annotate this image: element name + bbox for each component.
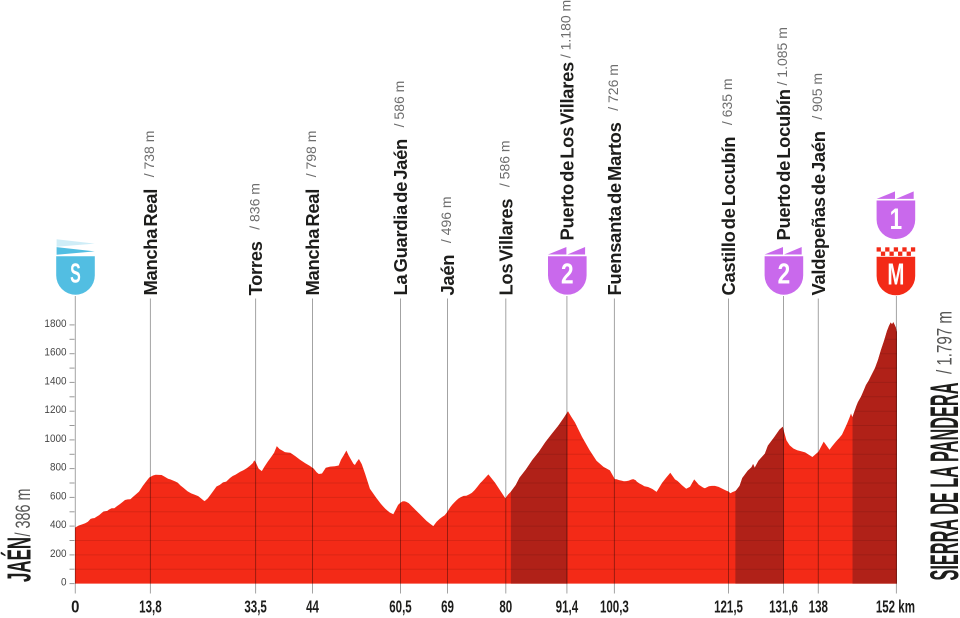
svg-text:Castillo de Locubín / 635 m: Castillo de Locubín / 635 m — [718, 78, 739, 295]
svg-text:Mancha Real / 738 m: Mancha Real / 738 m — [140, 131, 161, 296]
svg-text:33,5: 33,5 — [244, 598, 266, 617]
svg-text:400: 400 — [50, 520, 67, 531]
svg-text:91,4: 91,4 — [556, 598, 579, 617]
svg-text:100,3: 100,3 — [600, 598, 629, 617]
svg-text:La Guardia de Jaén / 586 m: La Guardia de Jaén / 586 m — [390, 81, 411, 296]
svg-text:80: 80 — [499, 598, 512, 617]
svg-text:Mancha Real / 798 m: Mancha Real / 798 m — [302, 131, 323, 296]
svg-text:138: 138 — [809, 598, 828, 617]
svg-text:1600: 1600 — [44, 347, 66, 358]
svg-text:Puerto de Locubín / 1.085 m: Puerto de Locubín / 1.085 m — [773, 27, 794, 240]
svg-text:1: 1 — [890, 202, 903, 236]
svg-text:/ 386 m: / 386 m — [12, 489, 35, 537]
svg-text:1800: 1800 — [44, 318, 66, 329]
svg-text:S: S — [70, 258, 81, 289]
svg-text:Los Villares / 586 m: Los Villares / 586 m — [495, 140, 516, 295]
svg-text:69: 69 — [441, 598, 454, 617]
svg-text:152 km: 152 km — [876, 598, 915, 617]
svg-text:Fuensanta de Martos / 726 m: Fuensanta de Martos / 726 m — [604, 64, 625, 295]
svg-text:44: 44 — [306, 598, 319, 617]
svg-text:13,8: 13,8 — [139, 598, 161, 617]
svg-text:Torres / 836 m: Torres / 836 m — [245, 183, 266, 295]
svg-text:1200: 1200 — [44, 405, 66, 416]
svg-text:Jaén / 496 m: Jaén / 496 m — [437, 196, 458, 295]
svg-text:SIERRA DE LA PANDERA: SIERRA DE LA PANDERA — [923, 383, 960, 581]
svg-text:200: 200 — [50, 548, 67, 559]
svg-text:1400: 1400 — [44, 376, 66, 387]
svg-text:2: 2 — [561, 257, 574, 290]
svg-text:60,5: 60,5 — [389, 598, 411, 617]
svg-text:0: 0 — [71, 597, 79, 616]
svg-text:1000: 1000 — [44, 433, 66, 444]
svg-text:/ 1.797 m: / 1.797 m — [934, 311, 957, 374]
svg-text:Valdepeñas de Jaén / 905 m: Valdepeñas de Jaén / 905 m — [808, 73, 829, 296]
svg-text:800: 800 — [50, 462, 67, 473]
svg-text:Puerto de Los Villares / 1.180: Puerto de Los Villares / 1.180 m — [557, 0, 578, 241]
svg-text:JAÉN: JAÉN — [0, 537, 37, 582]
svg-text:2: 2 — [778, 257, 791, 290]
svg-text:M: M — [887, 256, 904, 291]
svg-text:131,6: 131,6 — [769, 598, 798, 617]
svg-text:0: 0 — [61, 577, 67, 588]
svg-text:121,5: 121,5 — [714, 598, 743, 617]
svg-text:600: 600 — [50, 491, 67, 502]
